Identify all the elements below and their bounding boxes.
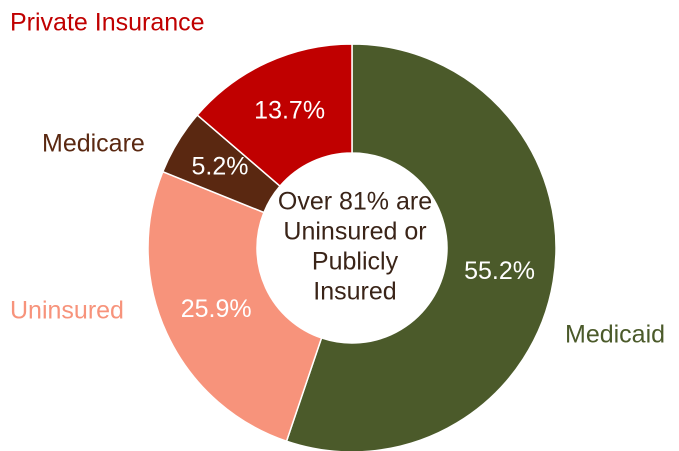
value-label: 25.9% [181,295,252,323]
value-label: 13.7% [254,97,325,125]
category-label: Private Insurance [10,9,205,37]
center-annotation: Publicly [312,248,399,276]
category-label: Medicare [42,130,145,158]
donut-slice [147,170,323,443]
donut-slice [196,43,353,188]
category-label: Uninsured [10,297,124,325]
value-label: 55.2% [464,257,535,285]
value-label: 5.2% [192,152,249,180]
center-annotation: Uninsured or [283,218,426,246]
category-label: Medicaid [565,321,665,349]
center-annotation: Insured [313,278,396,306]
center-annotation: Over 81% are [278,188,432,216]
